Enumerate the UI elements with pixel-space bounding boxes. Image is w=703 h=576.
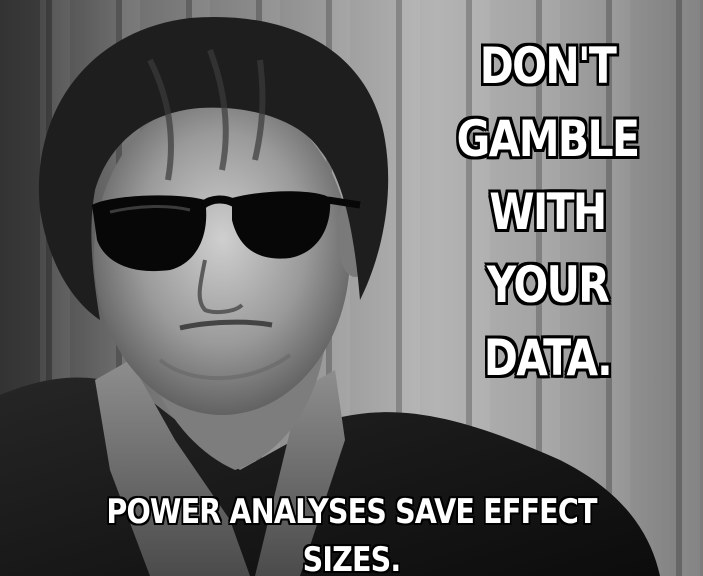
mouth <box>179 319 273 331</box>
face <box>94 95 350 415</box>
sunglasses-arm <box>327 196 361 209</box>
lens-glare <box>109 205 191 214</box>
sunglasses-left-lens <box>92 195 207 272</box>
headline-line: GAMBLE <box>456 110 640 168</box>
sunglasses-right-lens <box>232 191 331 259</box>
nose <box>197 259 244 315</box>
sunglasses-bridge <box>200 195 236 209</box>
chin-shadow <box>158 353 292 381</box>
hair <box>38 17 389 320</box>
shirt-collar <box>95 360 250 576</box>
headline-line: YOUR <box>486 256 610 314</box>
hair-strands <box>147 48 266 181</box>
bottom-caption: POWER ANALYSES SAVE EFFECT SIZES. <box>106 492 597 576</box>
headline-line: DATA. <box>483 329 613 387</box>
shirt-collar-right <box>255 370 345 576</box>
headline: DON'T GAMBLE WITH YOUR DATA. <box>447 30 648 395</box>
headline-line: DON'T <box>479 37 617 95</box>
headline-line: WITH <box>489 183 607 241</box>
